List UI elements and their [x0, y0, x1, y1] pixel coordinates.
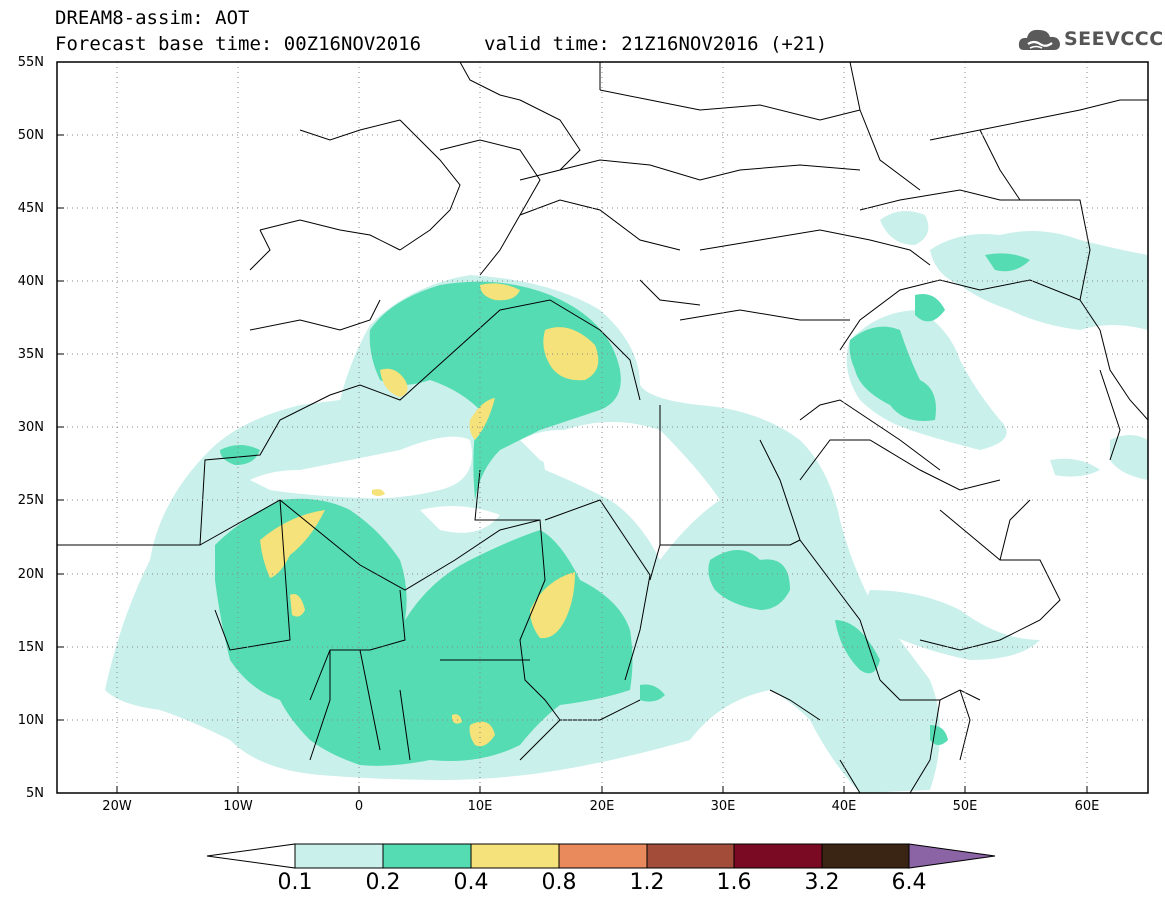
colorbar-label: 0.1 — [277, 870, 313, 895]
lon-label: 60E — [1074, 799, 1100, 814]
lat-label: 30N — [17, 420, 44, 435]
lon-label: 50E — [952, 799, 978, 814]
lat-label: 15N — [17, 640, 44, 655]
valid-time: valid time: 21Z16NOV2016 (+21) — [484, 33, 828, 55]
colorbar-swatch-6 — [733, 843, 823, 869]
cloud-icon — [1018, 29, 1060, 50]
lon-label: 30E — [710, 799, 736, 814]
lat-label: 10N — [17, 713, 44, 728]
grid-lines — [57, 62, 1148, 793]
aot-level-0-4 — [260, 283, 599, 747]
map-title: DREAM8-assim: AOT — [55, 7, 250, 29]
lat-label: 50N — [17, 128, 44, 143]
colorbar-swatch-2 — [382, 843, 472, 869]
seevccc-logo: SEEVCCC — [1018, 24, 1163, 54]
colorbar-swatch-7 — [821, 843, 910, 869]
lat-label: 40N — [17, 274, 44, 289]
lon-label: 10E — [467, 799, 493, 814]
colorbar-label: 6.4 — [891, 870, 927, 895]
colorbar-swatch-3 — [470, 843, 560, 869]
aot-level-0-2 — [215, 253, 1030, 766]
colorbar-label: 0.2 — [365, 870, 401, 895]
lon-label: 40E — [831, 799, 857, 814]
lat-label: 45N — [17, 201, 44, 216]
aot-fields — [57, 62, 1148, 793]
lon-label: 20E — [589, 799, 615, 814]
colorbar-label: 1.2 — [629, 870, 665, 895]
lat-label: 55N — [17, 55, 44, 70]
colorbar-swatch-over — [908, 843, 996, 869]
colorbar-label: 0.4 — [453, 870, 489, 895]
colorbar-label: 1.6 — [716, 870, 752, 895]
colorbar-swatch-4 — [558, 843, 648, 869]
lat-label: 25N — [17, 493, 44, 508]
lon-label: 0 — [354, 799, 364, 814]
colorbar — [206, 843, 996, 869]
lat-label: 5N — [26, 786, 44, 801]
logo-text: SEEVCCC — [1064, 28, 1164, 50]
lat-label: 20N — [17, 567, 44, 582]
colorbar-swatch-5 — [646, 843, 735, 869]
lon-label: 20W — [102, 799, 132, 814]
country-borders — [57, 62, 1148, 793]
axis-ticks — [57, 134, 1088, 793]
colorbar-label: 0.8 — [541, 870, 577, 895]
lon-label: 10W — [223, 799, 253, 814]
colorbar-swatch-under — [206, 843, 296, 869]
aot-clear-areas — [250, 422, 720, 560]
colorbar-swatch-1 — [294, 843, 384, 869]
forecast-base-time: Forecast base time: 00Z16NOV2016 — [55, 33, 422, 55]
colorbar-label: 3.2 — [804, 870, 840, 895]
lat-label: 35N — [17, 347, 44, 362]
